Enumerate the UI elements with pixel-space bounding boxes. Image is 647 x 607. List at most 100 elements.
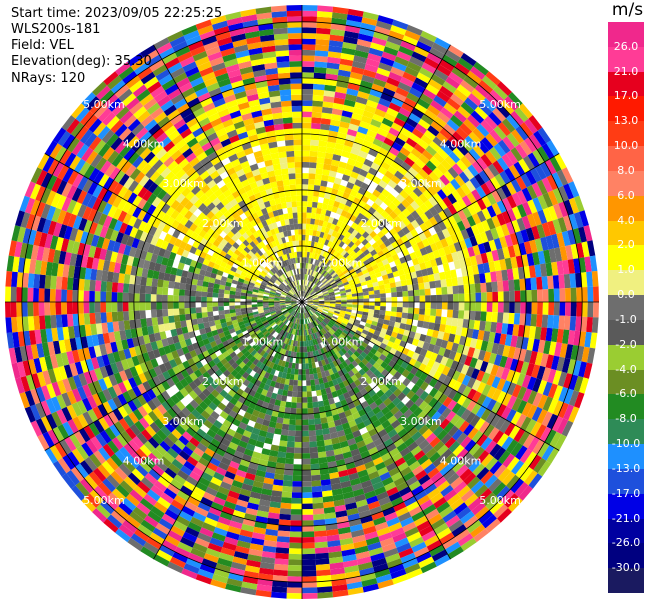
velocity-gate — [373, 437, 384, 447]
velocity-gate — [495, 270, 503, 282]
velocity-gate — [251, 294, 258, 298]
velocity-gate — [374, 461, 386, 471]
velocity-gate — [370, 433, 381, 442]
velocity-gate — [292, 322, 296, 329]
velocity-gate — [132, 436, 144, 449]
velocity-gate — [354, 101, 367, 111]
velocity-gate — [309, 316, 314, 322]
velocity-gate — [321, 422, 329, 430]
velocity-gate — [230, 286, 237, 292]
velocity-gate — [318, 140, 328, 147]
velocity-gate — [397, 383, 407, 392]
velocity-gate — [118, 320, 125, 331]
velocity-gate — [206, 511, 220, 522]
velocity-gate — [148, 225, 158, 236]
velocity-gate — [355, 283, 362, 288]
velocity-gate — [302, 352, 305, 358]
velocity-gate — [360, 332, 367, 339]
velocity-gate — [274, 558, 289, 565]
velocity-gate — [296, 323, 299, 330]
velocity-gate — [302, 262, 305, 269]
velocity-gate — [500, 367, 510, 381]
velocity-gate — [322, 311, 328, 315]
velocity-gate — [178, 510, 193, 522]
velocity-gate — [306, 268, 309, 275]
velocity-gate — [326, 375, 333, 382]
velocity-gate — [152, 407, 163, 419]
velocity-gate — [232, 354, 240, 362]
velocity-gate — [502, 280, 510, 292]
velocity-gate — [279, 513, 291, 521]
velocity-gate — [484, 150, 497, 164]
velocity-gate — [5, 271, 13, 287]
velocity-gate — [484, 321, 492, 332]
velocity-gate — [523, 241, 533, 255]
velocity-gate — [489, 129, 503, 144]
velocity-gate — [496, 378, 506, 391]
velocity-gate — [536, 409, 548, 425]
velocity-gate — [170, 525, 185, 537]
velocity-gate — [416, 183, 427, 194]
velocity-gate — [485, 496, 501, 511]
velocity-gate — [115, 252, 124, 264]
velocity-gate — [360, 245, 368, 253]
velocity-gate — [381, 406, 391, 416]
velocity-gate — [515, 143, 528, 159]
velocity-gate — [290, 322, 294, 329]
velocity-gate — [416, 410, 427, 421]
velocity-gate — [153, 554, 170, 567]
velocity-gate — [530, 314, 537, 327]
velocity-gate — [83, 219, 93, 233]
velocity-gate — [275, 310, 282, 314]
velocity-gate — [302, 117, 312, 123]
velocity-gate — [369, 230, 377, 239]
velocity-gate — [82, 411, 94, 426]
ppi-plot: 1.00km1.00km1.00km1.00km2.00km2.00km2.00… — [5, 5, 599, 599]
velocity-gate — [451, 370, 461, 381]
velocity-gate — [496, 403, 507, 417]
velocity-gate — [307, 303, 313, 305]
velocity-gate — [226, 373, 235, 382]
velocity-gate — [372, 419, 382, 429]
velocity-gate — [288, 309, 294, 314]
velocity-gate — [306, 305, 311, 310]
velocity-gate — [392, 270, 400, 278]
velocity-gate — [309, 334, 313, 341]
velocity-gate — [451, 429, 464, 441]
velocity-gate — [111, 282, 119, 293]
velocity-gate — [362, 583, 379, 593]
velocity-gate — [44, 355, 53, 371]
velocity-gate — [330, 28, 345, 37]
velocity-gate — [332, 284, 338, 289]
velocity-gate — [303, 291, 306, 297]
velocity-gate — [257, 295, 264, 298]
velocity-gate — [320, 277, 326, 283]
velocity-gate — [308, 322, 312, 329]
velocity-gate — [118, 273, 125, 284]
velocity-gate — [374, 246, 382, 254]
velocity-gate — [472, 446, 485, 460]
velocity-gate — [170, 478, 183, 490]
velocity-gate — [264, 437, 273, 445]
velocity-gate — [297, 307, 300, 313]
velocity-gate — [76, 190, 88, 204]
velocity-gate — [391, 297, 398, 302]
velocity-gate — [315, 33, 331, 41]
velocity-gate — [228, 572, 244, 582]
velocity-gate — [331, 408, 339, 416]
velocity-gate — [192, 273, 200, 280]
velocity-gate — [303, 279, 306, 286]
velocity-gate — [254, 345, 261, 352]
velocity-gate — [273, 317, 280, 322]
velocity-gate — [307, 297, 313, 300]
velocity-gate — [358, 228, 366, 236]
velocity-gate — [422, 164, 433, 176]
velocity-gate — [307, 299, 313, 301]
velocity-gate — [259, 406, 268, 414]
velocity-gate — [309, 309, 315, 314]
velocity-gate — [398, 547, 414, 559]
velocity-gate — [276, 536, 290, 543]
velocity-gate — [385, 329, 393, 337]
velocity-gate — [534, 424, 547, 440]
velocity-gate — [119, 330, 127, 341]
